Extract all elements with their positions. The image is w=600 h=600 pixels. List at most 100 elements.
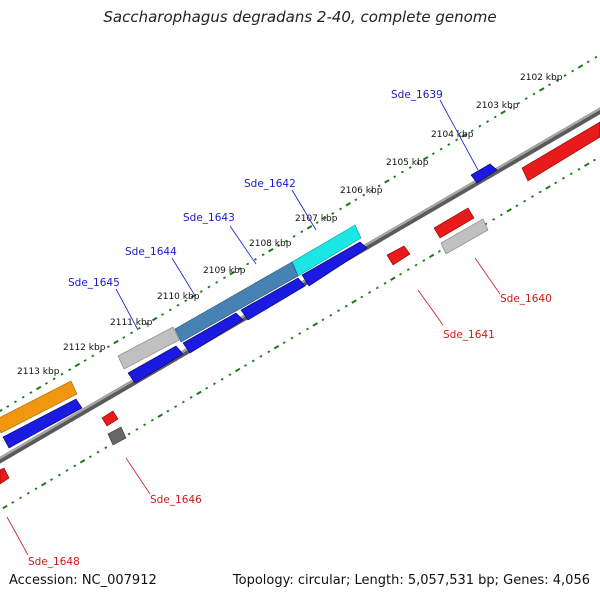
- outer-track-tick: [439, 147, 443, 151]
- inner-track-tick: [298, 332, 302, 335]
- gene-block-sde-1646[interactable]: [107, 426, 127, 446]
- gene-block-sde-1640[interactable]: [440, 218, 489, 255]
- inner-track-tick: [157, 413, 163, 418]
- inner-track-tick: [166, 409, 170, 413]
- inner-track-tick: [205, 386, 209, 390]
- gene-arrow-forward-5[interactable]: [2, 398, 83, 449]
- gene-arrow-forward-1[interactable]: [301, 241, 368, 287]
- gene-arrow-forward-3[interactable]: [182, 312, 244, 354]
- outer-track-tick: [500, 110, 506, 115]
- outer-track-tick: [137, 326, 141, 330]
- gene-label-sde-1644[interactable]: Sde_1644: [125, 246, 177, 258]
- gene-label-sde-1641[interactable]: Sde_1641: [443, 329, 495, 341]
- gene-label-sde-1643[interactable]: Sde_1643: [183, 212, 235, 224]
- gene-label-sde-1639[interactable]: Sde_1639: [391, 89, 443, 101]
- outer-track-tick: [377, 184, 381, 188]
- inner-track-tick: [406, 268, 410, 271]
- inner-track-tick: [368, 291, 372, 294]
- outer-tick-track: [0, 55, 598, 413]
- outer-track-tick: [461, 133, 468, 138]
- inner-track-tick: [321, 318, 325, 322]
- outer-track-tick: [369, 189, 373, 192]
- inner-track-tick: [360, 295, 364, 299]
- gene-arrow-sde-1641[interactable]: [386, 245, 411, 266]
- kbp-label-2105: 2105 kbp: [386, 158, 429, 168]
- outer-track-tick: [60, 372, 64, 376]
- outer-track-tick: [145, 322, 149, 326]
- gene-block-sde-1643[interactable]: [174, 261, 299, 343]
- outer-track-tick: [447, 143, 451, 146]
- inner-track-tick: [492, 218, 496, 221]
- inner-track-tick: [150, 418, 154, 422]
- outer-track-tick: [478, 124, 482, 128]
- outer-track-tick: [416, 161, 420, 165]
- outer-track-tick: [524, 97, 528, 100]
- outer-track-tick: [331, 212, 335, 215]
- inner-track-tick: [104, 446, 108, 450]
- outer-track-tick: [106, 345, 110, 349]
- inner-track-tick: [251, 359, 255, 363]
- inner-track-tick: [390, 276, 396, 281]
- gene-label-sde-1640[interactable]: Sde_1640: [500, 293, 552, 305]
- outer-track-tick: [455, 138, 459, 142]
- gene-arrow-sde-1639[interactable]: [470, 163, 498, 184]
- inner-tick-track: [2, 158, 596, 510]
- outer-track-tick: [130, 331, 134, 335]
- outer-track-tick: [113, 339, 119, 345]
- kbp-label-2111: 2111 kbp: [110, 318, 153, 328]
- outer-track-tick: [306, 225, 313, 230]
- inner-track-tick: [88, 455, 92, 459]
- callout-sde-1640: [474, 257, 501, 295]
- inner-track-tick: [569, 172, 573, 176]
- outer-track-tick: [83, 359, 87, 362]
- kbp-label-2107: 2107 kbp: [295, 214, 338, 224]
- inner-track-tick: [259, 354, 263, 358]
- outer-track-tick: [400, 170, 404, 174]
- inner-track-tick: [290, 336, 294, 340]
- kbp-label-2112: 2112 kbp: [63, 343, 106, 353]
- outer-track-tick: [547, 83, 551, 87]
- outer-track-tick: [493, 115, 497, 119]
- gene-block-red-right[interactable]: [521, 121, 600, 182]
- inner-track-tick: [428, 253, 435, 259]
- gene-label-sde-1645[interactable]: Sde_1645: [68, 277, 120, 289]
- callout-sde-1644: [171, 257, 195, 295]
- inner-track-tick: [57, 473, 61, 477]
- kbp-label-2102: 2102 kbp: [520, 73, 563, 83]
- outer-track-tick: [74, 362, 81, 368]
- callout-sde-1646: [125, 457, 151, 495]
- callout-sde-1642: [291, 189, 317, 231]
- outer-track-tick: [190, 293, 197, 299]
- outer-track-tick: [532, 92, 536, 96]
- outer-track-tick: [184, 299, 188, 303]
- outer-track-tick: [44, 382, 48, 385]
- gene-block-sde-1645[interactable]: [117, 326, 180, 370]
- outer-track-tick: [339, 207, 342, 211]
- gene-block-orange[interactable]: [0, 380, 78, 434]
- gene-label-sde-1646[interactable]: Sde_1646: [150, 494, 202, 506]
- inner-track-tick: [267, 350, 271, 354]
- outer-track-tick: [571, 69, 575, 73]
- outer-track-tick: [238, 267, 242, 270]
- genome-summary-text: Topology: circular; Length: 5,057,531 bp…: [232, 573, 590, 588]
- gene-arrow-red-2[interactable]: [433, 207, 475, 239]
- gene-arrow-red-small[interactable]: [101, 410, 119, 427]
- gene-arrow-forward-4[interactable]: [127, 345, 184, 384]
- outer-track-tick: [517, 101, 520, 105]
- outer-track-tick: [6, 405, 10, 408]
- inner-track-tick: [2, 504, 8, 510]
- gene-label-sde-1642[interactable]: Sde_1642: [244, 178, 296, 190]
- outer-track-tick: [99, 349, 103, 353]
- outer-track-tick: [215, 280, 219, 284]
- gene-label-sde-1648[interactable]: Sde_1648: [28, 556, 80, 568]
- outer-track-tick: [268, 248, 274, 253]
- outer-track-tick: [470, 129, 474, 133]
- gene-arrow-sde-1648[interactable]: [0, 467, 10, 485]
- inner-track-tick: [212, 382, 216, 386]
- callout-sde-1645: [115, 288, 139, 331]
- inner-track-tick: [515, 204, 519, 208]
- outer-track-tick: [35, 385, 42, 391]
- outer-track-tick: [122, 336, 126, 339]
- gene-arrow-forward-2[interactable]: [240, 277, 306, 321]
- kbp-label-2103: 2103 kbp: [476, 101, 519, 111]
